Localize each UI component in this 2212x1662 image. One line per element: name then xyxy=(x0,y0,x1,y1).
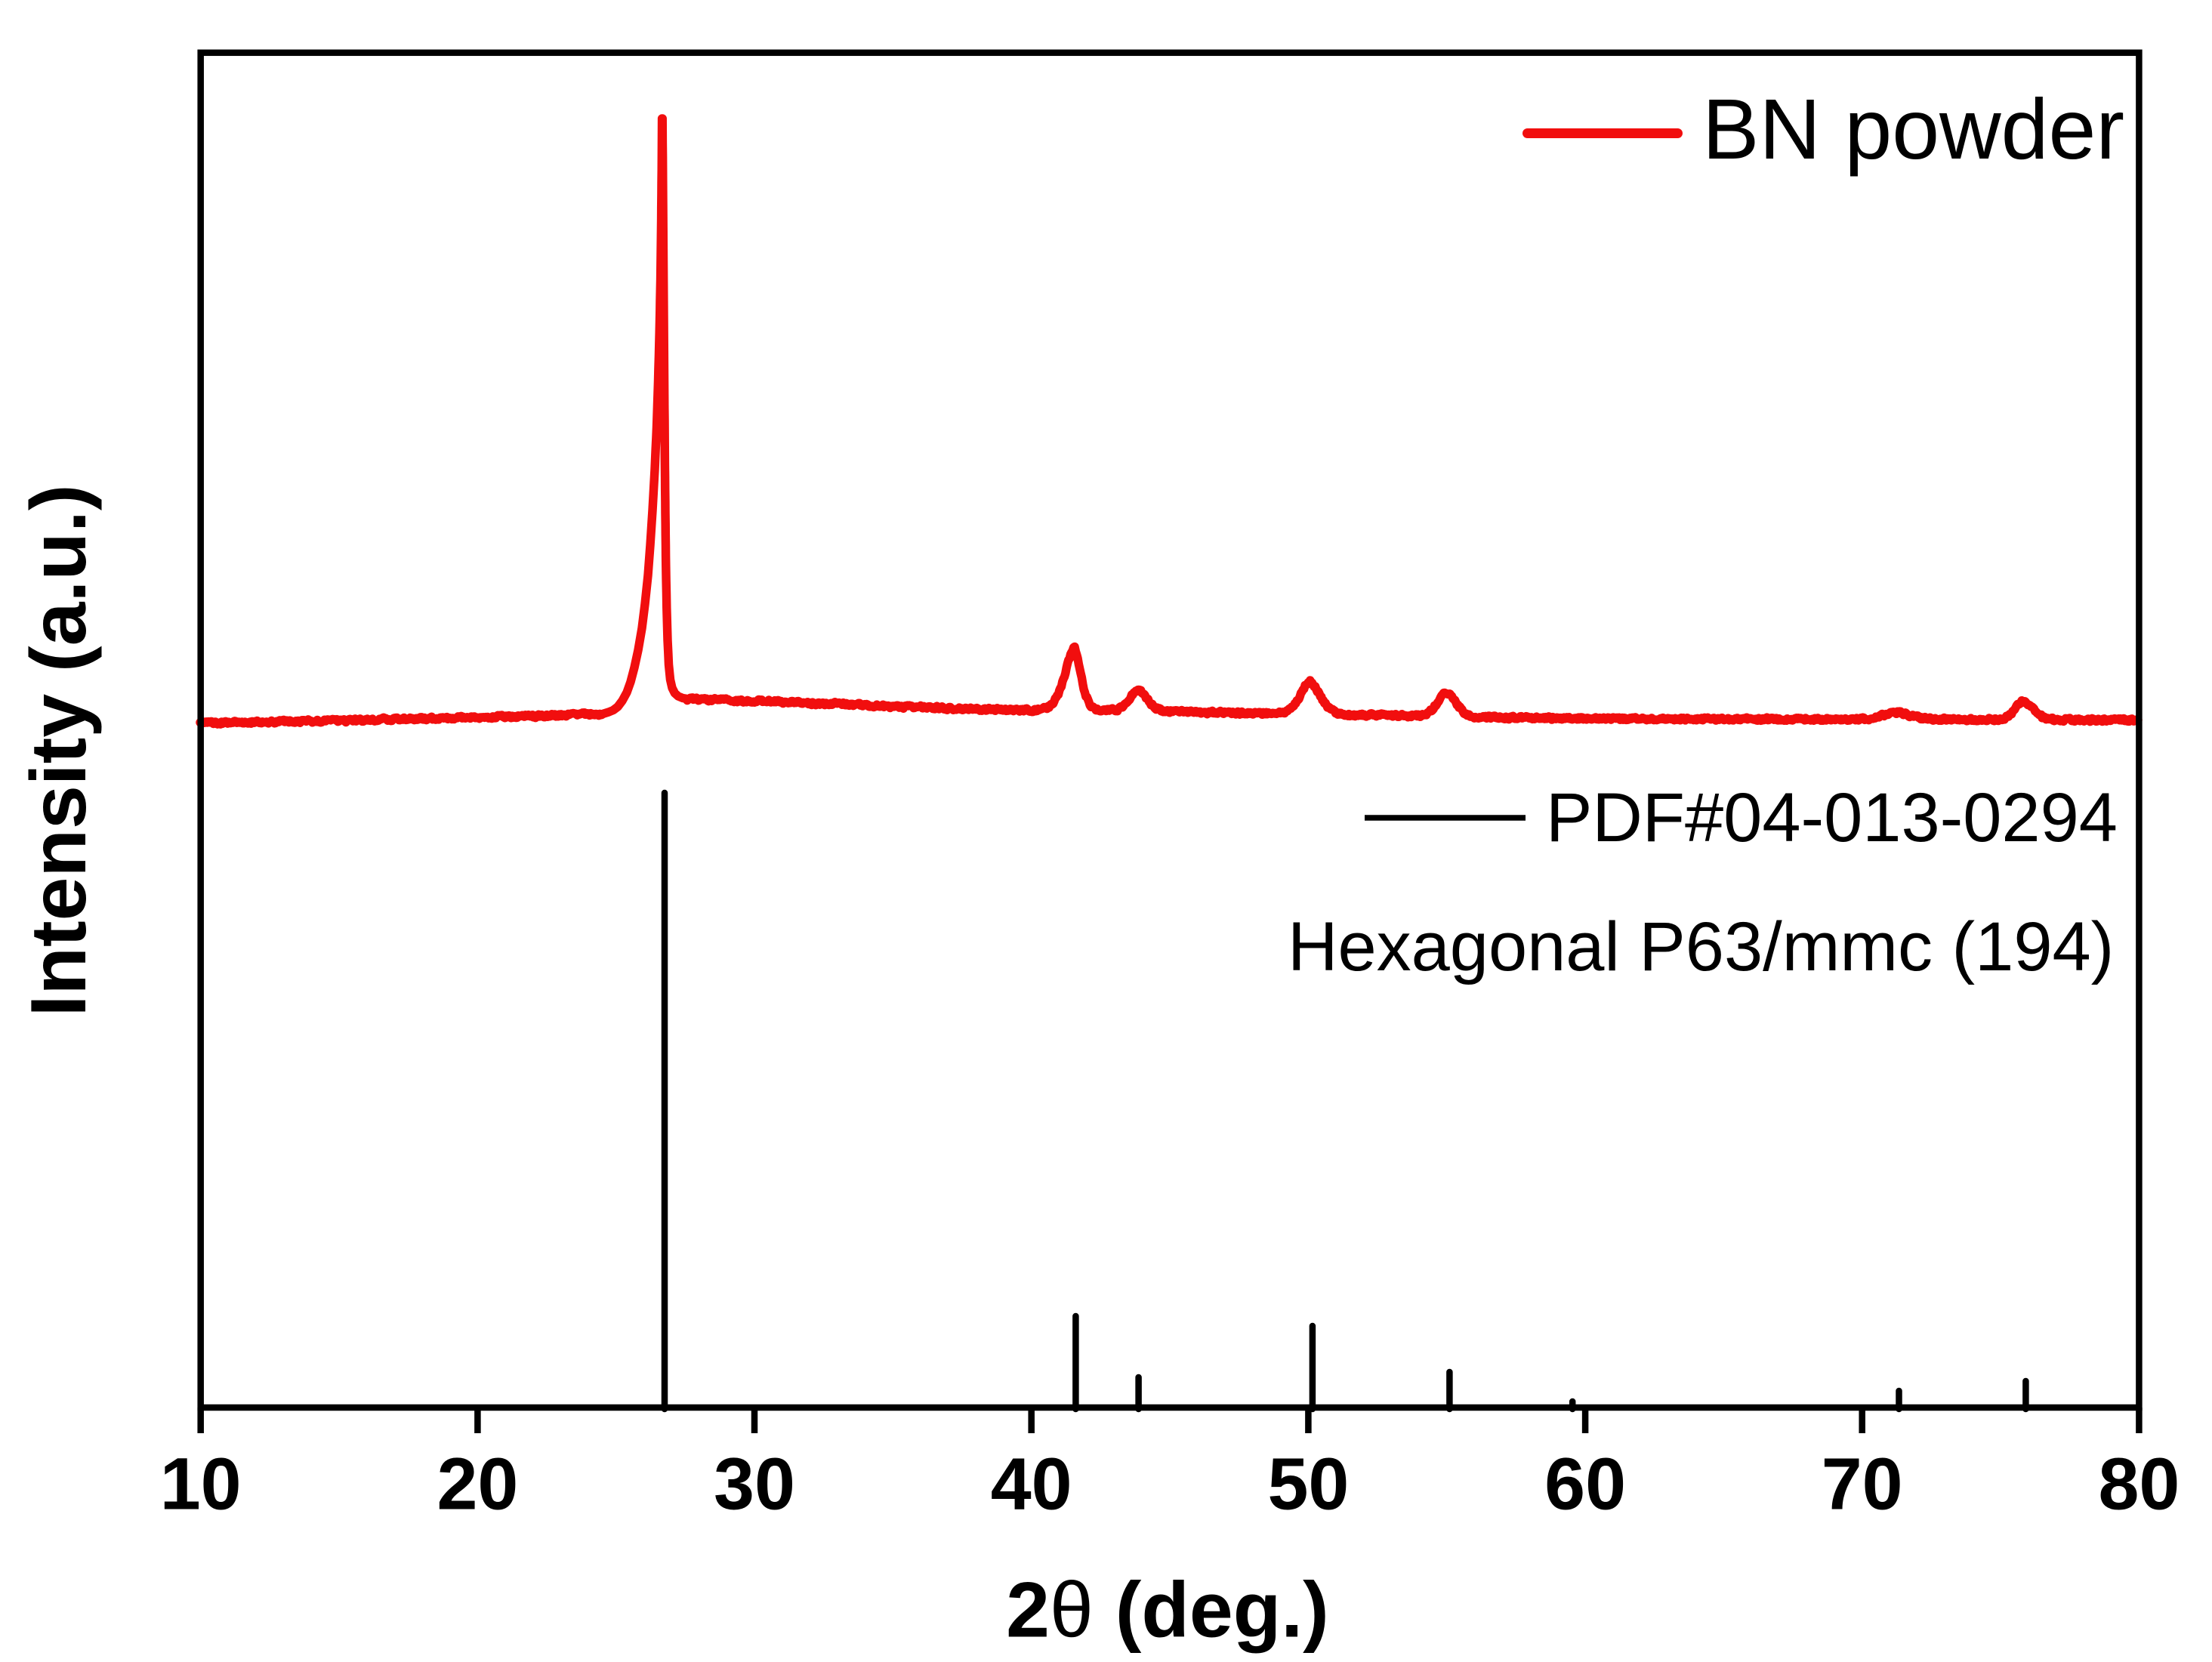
svg-text:30: 30 xyxy=(714,1443,795,1525)
svg-text:PDF#04-013-0294: PDF#04-013-0294 xyxy=(1546,779,2118,856)
svg-text:BN powder: BN powder xyxy=(1702,82,2124,177)
svg-text:60: 60 xyxy=(1544,1443,1626,1525)
svg-text:70: 70 xyxy=(1822,1443,1903,1525)
svg-text:Intensity (a.u.): Intensity (a.u.) xyxy=(15,485,103,1017)
svg-text:80: 80 xyxy=(2098,1443,2180,1525)
svg-text:40: 40 xyxy=(991,1443,1072,1525)
svg-text:20: 20 xyxy=(437,1443,518,1525)
svg-text:10: 10 xyxy=(160,1443,242,1525)
svg-text:2θ (deg.): 2θ (deg.) xyxy=(1006,1567,1329,1654)
svg-text:50: 50 xyxy=(1267,1443,1349,1525)
svg-text:Hexagonal P63/mmc (194): Hexagonal P63/mmc (194) xyxy=(1288,908,2114,985)
